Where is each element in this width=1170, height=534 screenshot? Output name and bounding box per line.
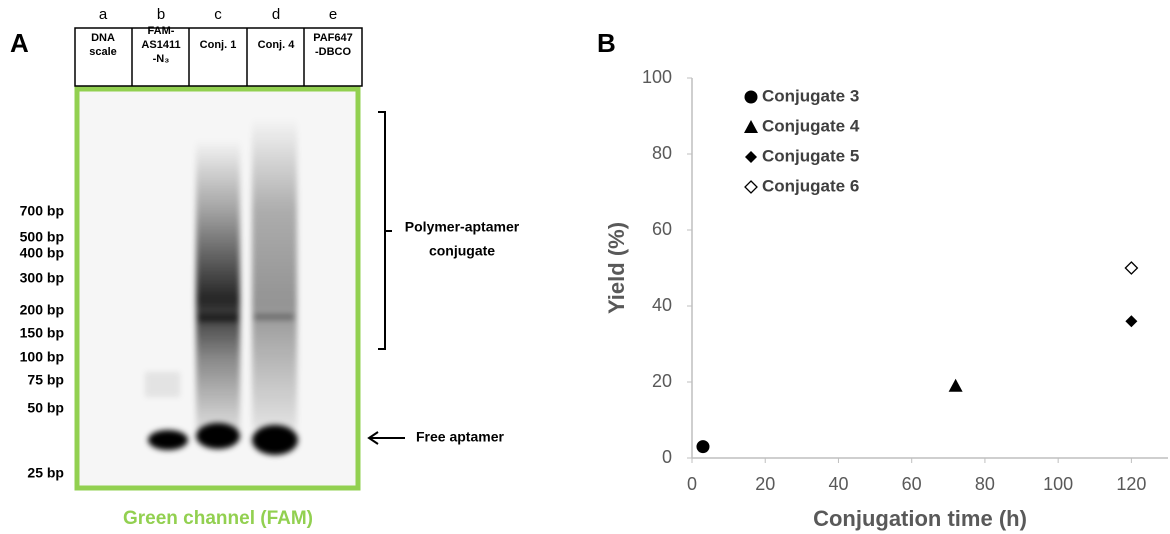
arrow: [367, 431, 405, 445]
y-tick-label: 60: [652, 219, 672, 239]
legend-marker: [744, 120, 758, 133]
x-tick-label: 60: [902, 474, 922, 494]
lane-header: FAM-: [148, 25, 175, 37]
lane-header-box: [74, 27, 363, 87]
legend-marker: [745, 151, 757, 163]
bracket: [378, 111, 392, 350]
ladder-label: 700 bp: [20, 203, 64, 219]
ladder-label: 25 bp: [27, 465, 64, 481]
legend-marker: [744, 180, 758, 194]
lane-header: Conj. 4: [258, 39, 296, 51]
gel-frame: [74, 86, 361, 491]
panel-label: B: [597, 28, 616, 58]
lane-header: Conj. 1: [200, 39, 237, 51]
lane-letter: b: [157, 6, 165, 23]
lane-header: scale: [89, 46, 117, 58]
y-axis-title: Yield (%): [604, 222, 629, 314]
lane-header: PAF647: [313, 32, 353, 44]
lane-letter: a: [99, 6, 108, 23]
lane-letter: e: [329, 6, 337, 23]
legend-marker: [744, 90, 758, 104]
y-tick-label: 0: [662, 447, 672, 467]
y-tick-label: 20: [652, 371, 672, 391]
arrow-label: Free aptamer: [416, 429, 504, 445]
caption: Green channel (FAM): [123, 508, 313, 529]
lane-header: AS1411: [141, 39, 180, 51]
ladder-label: 300 bp: [20, 270, 64, 286]
ladder-label: 200 bp: [20, 302, 64, 318]
ladder-label: 75 bp: [27, 372, 64, 388]
x-tick-label: 120: [1116, 474, 1146, 494]
ladder-label: 50 bp: [27, 400, 64, 416]
y-tick-label: 40: [652, 295, 672, 315]
panel-label: A: [10, 28, 29, 58]
bracket-label: Polymer-aptamer: [405, 219, 520, 235]
x-tick-label: 40: [828, 474, 848, 494]
data-point: [1124, 261, 1139, 275]
x-tick-label: 0: [687, 474, 697, 494]
legend-label: Conjugate 4: [762, 116, 860, 135]
legend-label: Conjugate 3: [762, 86, 859, 105]
lane-header: -DBCO: [315, 46, 351, 58]
x-axis-title: Conjugation time (h): [813, 506, 1027, 531]
ladder-label: 150 bp: [20, 325, 64, 341]
x-tick-label: 20: [755, 474, 775, 494]
ladder-label: 500 bp: [20, 229, 64, 245]
bracket-label: conjugate: [429, 243, 495, 259]
ladder-label: 400 bp: [20, 245, 64, 261]
ladder-label: 100 bp: [20, 349, 64, 365]
gel-bands: [145, 118, 298, 455]
data-point: [696, 440, 710, 454]
y-tick-label: 80: [652, 143, 672, 163]
x-tick-label: 100: [1043, 474, 1073, 494]
lane-letter: c: [214, 6, 222, 23]
data-point: [948, 378, 963, 392]
lane-letter: d: [272, 6, 280, 23]
legend-label: Conjugate 5: [762, 146, 859, 165]
lane-header: -N₃: [153, 53, 170, 65]
lane-header: DNA: [91, 32, 115, 44]
y-tick-label: 100: [642, 67, 672, 87]
legend-label: Conjugate 6: [762, 176, 859, 195]
x-tick-label: 80: [975, 474, 995, 494]
data-point: [1125, 315, 1138, 328]
